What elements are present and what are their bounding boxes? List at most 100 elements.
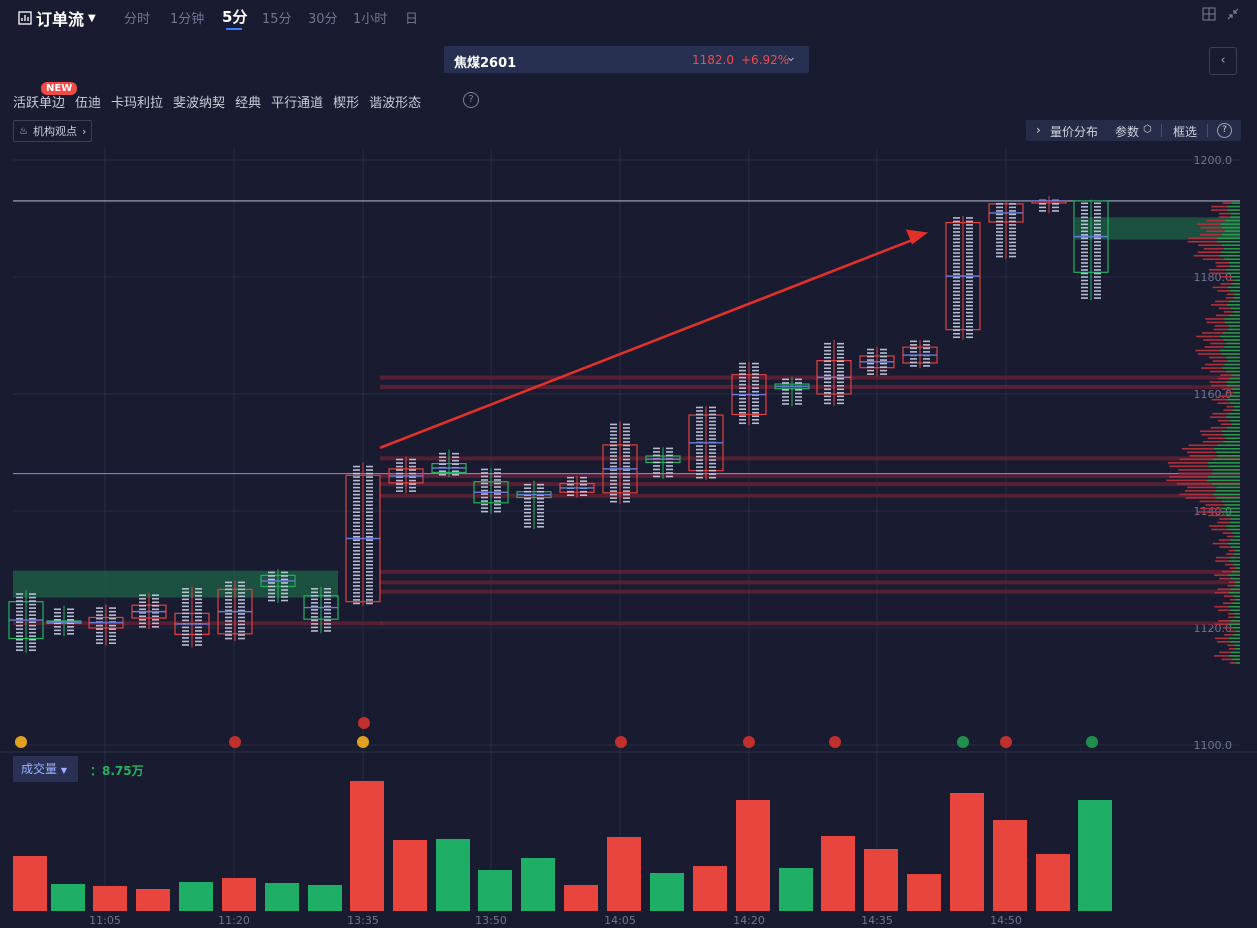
footprint-cell [837, 374, 844, 377]
volume-profile-bar [1215, 261, 1229, 264]
fullscreen-collapse-icon[interactable] [1224, 7, 1242, 25]
footprint-cell [481, 507, 488, 509]
volume-profile-bar [1230, 539, 1240, 541]
footprint-cell [353, 592, 360, 594]
pattern-harmonic[interactable]: 谐波形态 [369, 96, 422, 111]
pattern-classic[interactable]: 经典 [235, 96, 262, 111]
footprint-cell [281, 589, 288, 591]
footprint-cell [752, 408, 759, 411]
volume-profile-bar [1228, 591, 1240, 594]
footprint-cell [281, 578, 288, 581]
volume-indicator-select[interactable]: 成交量 ▼ [13, 756, 78, 782]
tab-timeframe-day[interactable]: 日 [405, 12, 419, 27]
footprint-cell [880, 373, 887, 375]
footprint-cell [311, 605, 318, 608]
volume-bar [993, 820, 1027, 911]
footprint-cell [1094, 220, 1101, 222]
symbol-selector[interactable]: 焦煤2601 1182.0 +6.92% ⌄ [444, 46, 809, 73]
footprint-cell [281, 585, 288, 588]
volume-profile-bar [1202, 332, 1223, 334]
chevron-down-icon[interactable]: ⌄ [785, 49, 797, 65]
footprint-cell [966, 241, 973, 244]
volume-bar [607, 837, 641, 911]
footprint-cell [709, 406, 716, 409]
footprint-cell [268, 599, 275, 602]
footprint-cell [953, 248, 960, 251]
help-icon[interactable]: ? [463, 92, 479, 108]
pattern-fibonacci[interactable]: 斐波纳契 [173, 96, 226, 111]
footprint-cell [953, 336, 960, 339]
footprint-cell [996, 213, 1003, 216]
footprint-cell [910, 365, 917, 367]
footprint-cell [409, 469, 416, 471]
tab-timeframe-15min[interactable]: 15分 [262, 12, 292, 27]
institution-view-button[interactable]: ♨ 机构观点 › [13, 120, 93, 142]
footprint-cell [996, 203, 1003, 205]
volume-profile-bar [1221, 507, 1240, 510]
volume-profile-bar [1186, 451, 1217, 454]
footprint-cell [238, 599, 245, 601]
volume-profile-bar [1214, 637, 1229, 640]
volume-profile-bar [1230, 577, 1240, 580]
layout-grid-icon[interactable] [1200, 7, 1218, 25]
footprint-cell [953, 297, 960, 300]
footprint-cell [16, 607, 23, 609]
help-icon[interactable]: ? [1217, 123, 1232, 138]
pattern-active-one-side[interactable]: 活跃单边 [13, 96, 66, 111]
volume-profile-bar [1226, 384, 1240, 387]
footprint-cell [353, 588, 360, 591]
footprint-cell [1094, 209, 1101, 212]
tab-timeframe-fenshi[interactable]: 分时 [124, 12, 151, 27]
footprint-cell [880, 352, 887, 354]
params-button[interactable]: 参数 [1115, 125, 1140, 139]
footprint-cell [1094, 223, 1101, 226]
footprint-cell [953, 269, 960, 272]
volume-profile-bar [1185, 490, 1216, 492]
collapse-panel-button[interactable]: ‹ [1209, 47, 1237, 75]
frame-select-button[interactable]: 框选 [1173, 125, 1198, 139]
footprint-cell [366, 521, 373, 524]
tab-timeframe-30min[interactable]: 30分 [308, 12, 338, 27]
settings-hex-icon[interactable]: ⬡ [1143, 124, 1152, 135]
footprint-cell [16, 649, 23, 652]
footprint-cell [837, 360, 844, 363]
volume-profile-bar [1230, 377, 1240, 380]
volume-profile-bar [1227, 398, 1240, 401]
footprint-cell [709, 462, 716, 465]
volume-profile-bar [1179, 458, 1213, 461]
volume-profile-bar [1211, 384, 1227, 387]
footprint-cell [1094, 279, 1101, 282]
orderflow-chart[interactable]: 1200.01180.01160.01140.01120.01100.011:0… [0, 140, 1257, 928]
footprint-cell [366, 507, 373, 510]
volume-profile-bar [1205, 318, 1225, 320]
pattern-woodie[interactable]: 伍迪 [75, 96, 102, 111]
footprint-cell [1009, 248, 1016, 251]
pattern-camarilla[interactable]: 卡玛利拉 [111, 96, 164, 111]
volume-profile-bar [1207, 462, 1240, 464]
price-distribution-toggle[interactable]: 量价分布 [1050, 125, 1099, 139]
footprint-cell [666, 451, 673, 453]
footprint-cell [225, 630, 232, 633]
footprint-cell [653, 447, 660, 450]
pattern-parallel-channel[interactable]: 平行通道 [271, 96, 324, 111]
volume-profile-bar [1187, 486, 1217, 489]
volume-profile-bar [1223, 247, 1240, 250]
tab-timeframe-1h[interactable]: 1小时 [353, 12, 388, 27]
volume-profile-bar [1210, 370, 1227, 373]
footprint-cell [739, 362, 746, 365]
volume-bar [779, 868, 813, 911]
app-title[interactable]: 订单流 ▼ [18, 6, 96, 30]
footprint-cell [238, 613, 245, 615]
volume-profile-bar [1212, 412, 1228, 415]
volume-profile-bar [1234, 616, 1240, 619]
footprint-cell [910, 361, 917, 364]
footprint-cell [709, 466, 716, 468]
volume-profile-bar [1218, 377, 1231, 380]
footprint-cell [623, 500, 630, 503]
tab-timeframe-5min[interactable]: 5分 [222, 8, 248, 26]
pattern-wedge[interactable]: 楔形 [333, 96, 360, 111]
tab-timeframe-1min[interactable]: 1分钟 [170, 12, 205, 27]
footprint-cell [366, 476, 373, 478]
footprint-cell [537, 508, 544, 511]
footprint-cell [481, 472, 488, 474]
